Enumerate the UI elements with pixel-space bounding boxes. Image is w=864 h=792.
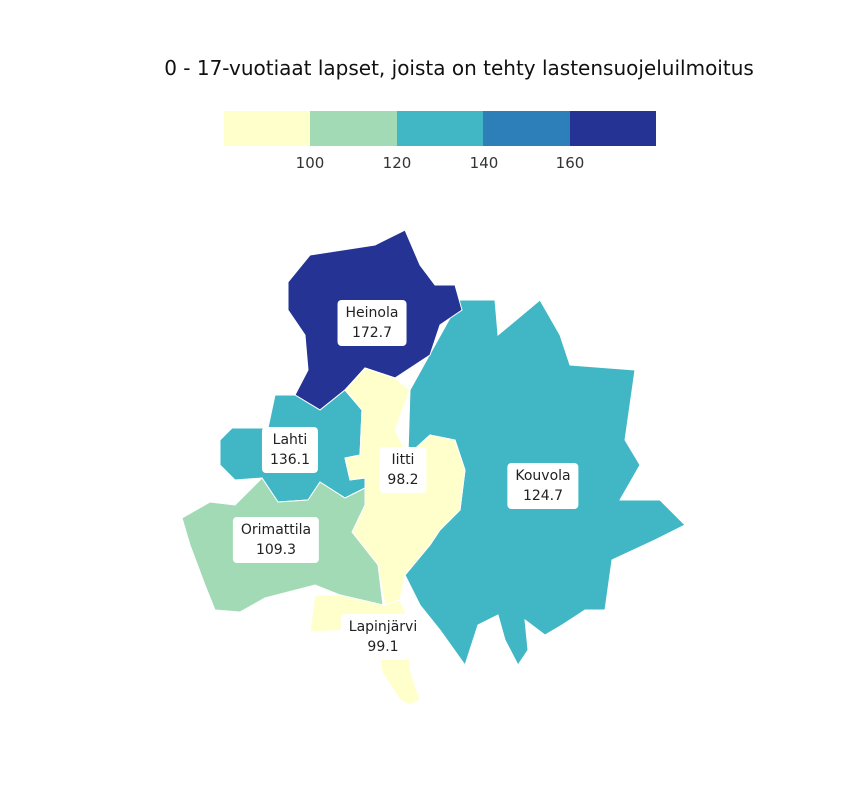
legend-tick-140: 140 [469,154,499,172]
label-iitti-value: 98.2 [387,472,419,488]
label-iitti: Iitti 98.2 [379,447,427,493]
legend-swatch-4 [483,111,570,146]
label-orimattila: Orimattila 109.3 [232,517,320,563]
legend-swatch-3 [396,111,484,146]
legend-tick-120: 120 [382,154,412,172]
label-iitti-name: Iitti [391,452,415,468]
legend-tick-100: 100 [295,154,325,172]
label-lahti-value: 136.1 [269,452,311,468]
label-orimattila-value: 109.3 [255,542,297,558]
label-heinola-value: 172.7 [351,325,393,341]
color-legend [224,111,657,146]
legend-swatch-5 [569,111,657,146]
label-lapinjarvi-value: 99.1 [367,639,399,655]
map-title: 0 - 17-vuotiaat lapset, joista on tehty … [164,56,754,80]
legend-tick-160: 160 [555,154,585,172]
label-lahti-name: Lahti [272,432,308,448]
label-heinola: Heinola 172.7 [337,300,407,346]
label-kouvola: Kouvola 124.7 [507,463,579,509]
legend-swatch-2 [310,111,397,146]
label-kouvola-value: 124.7 [522,488,564,504]
label-lapinjarvi: Lapinjärvi 99.1 [340,614,426,660]
label-lapinjarvi-name: Lapinjärvi [348,619,418,635]
legend-swatch-1 [224,111,311,146]
label-orimattila-name: Orimattila [240,522,312,538]
label-lahti: Lahti 136.1 [261,427,319,473]
label-heinola-name: Heinola [345,305,399,321]
label-kouvola-name: Kouvola [515,468,571,484]
